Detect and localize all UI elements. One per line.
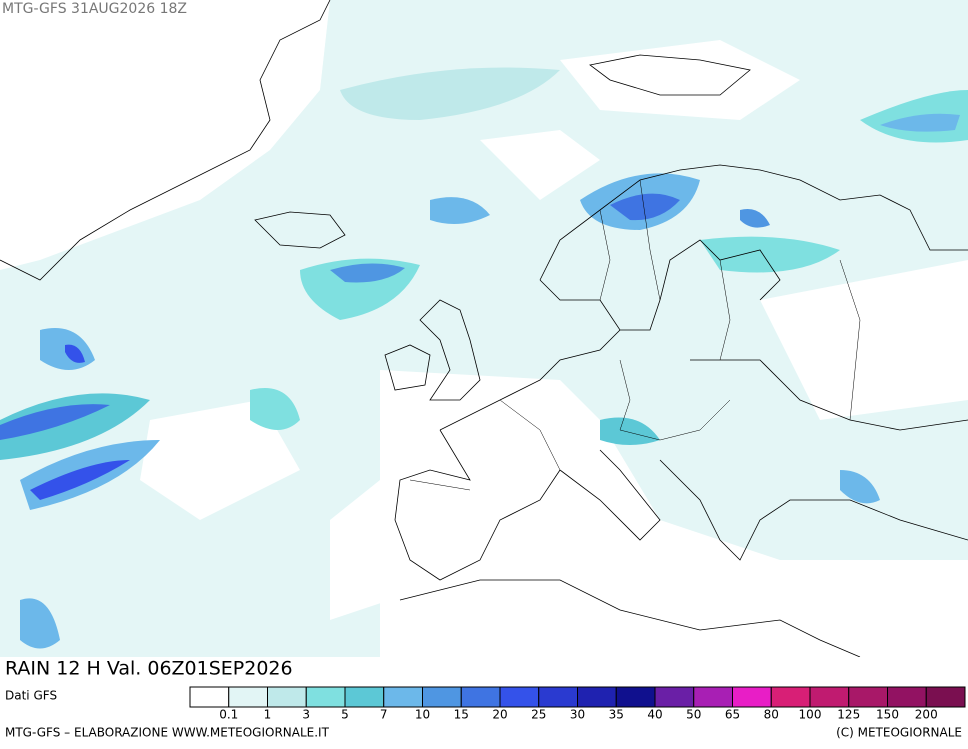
scale-box [693,686,733,708]
scale-box [499,686,540,708]
scale-box [770,686,811,708]
scale-box [848,686,888,708]
scale-label: 30 [570,708,585,722]
scale-label: 200 [915,708,938,722]
scale-box [460,686,501,708]
borders [409,179,861,491]
footer-left: MTG-GFS – ELABORAZIONE WWW.METEOGIORNALE… [5,726,330,740]
scale-label: 25 [531,708,546,722]
rain-areas [0,67,968,649]
footer-right: (C) METEOGIORNALE [836,726,962,740]
scale-box [189,686,230,708]
scale-box [267,686,307,708]
scale-box [887,686,927,708]
scale-label: 0.1 [219,708,238,722]
scale-label: 5 [341,708,349,722]
scale-label: 35 [609,708,624,722]
dry-areas [0,0,968,657]
scale-label: 100 [799,708,822,722]
scale-label: 7 [380,708,388,722]
map-caption: RAIN 12 H Val. 06Z01SEP2026 [5,658,293,680]
scale-box [925,686,966,708]
scale-label: 125 [837,708,860,722]
color-scale: 0.1 1 3 5 7 10 15 20 25 30 35 40 50 65 80 100 125 150 200 [189,686,966,722]
scale-box [228,686,268,708]
scale-box [538,686,578,708]
header-title: MTG-GFS 31AUG2026 18Z [2,1,187,17]
scale-box [422,686,462,708]
scale-label: 150 [876,708,899,722]
scale-box [654,686,695,708]
scale-label: 10 [415,708,430,722]
legend-source: Dati GFS [5,689,57,703]
map: MTG-GFS 31AUG2026 18Z [0,0,968,658]
scale-box [383,686,423,708]
coastlines [0,0,968,658]
scale-label: 3 [302,708,310,722]
scale-label: 1 [264,708,272,722]
scale-box [344,686,385,708]
scale-label: 65 [725,708,740,722]
scale-label: 20 [492,708,507,722]
scale-label: 15 [454,708,469,722]
scale-box [577,686,617,708]
scale-label: 80 [764,708,779,722]
scale-box [732,686,772,708]
scale-box [305,686,346,708]
scale-box [809,686,850,708]
scale-label: 50 [686,708,701,722]
scale-box [615,686,656,708]
scale-label: 40 [647,708,662,722]
